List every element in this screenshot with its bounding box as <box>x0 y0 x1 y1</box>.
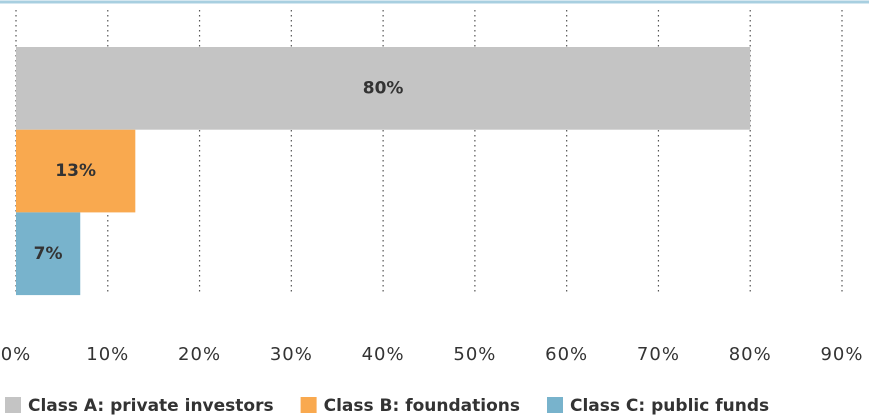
x-tick-label: 40% <box>362 344 405 365</box>
bar <box>16 129 136 213</box>
x-tick-label: 0% <box>1 344 32 365</box>
x-tick-label: 60% <box>545 344 588 365</box>
legend-label: Class A: private investors <box>28 396 274 415</box>
data-label: 80% <box>363 78 404 98</box>
x-tick-label: 70% <box>637 344 680 365</box>
x-tick-label: 30% <box>270 344 313 365</box>
legend-swatch <box>5 397 21 413</box>
legend-label: Class C: public funds <box>570 396 769 415</box>
x-tick-label: 80% <box>729 344 772 365</box>
data-label: 7% <box>34 244 63 264</box>
legend-swatch <box>300 397 317 413</box>
legend-label: Class B: foundations <box>324 396 520 415</box>
bar <box>16 47 751 130</box>
x-tick-label: 90% <box>820 344 863 365</box>
legend-swatch <box>547 397 563 413</box>
x-tick-label: 20% <box>178 344 221 365</box>
x-tick-label: 50% <box>453 344 496 365</box>
data-label: 13% <box>55 161 96 181</box>
bar <box>16 212 81 296</box>
x-tick-label: 10% <box>86 344 129 365</box>
